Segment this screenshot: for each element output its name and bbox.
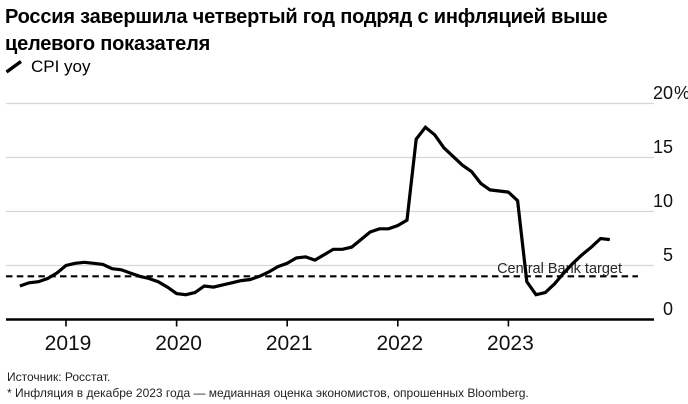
cpi-line xyxy=(19,125,610,297)
y-axis-label: 20 xyxy=(653,83,673,103)
y-axis-label: 0 xyxy=(663,299,673,319)
source-note: Источник: Росстат. xyxy=(7,370,111,384)
x-axis-label: 2019 xyxy=(45,332,92,355)
x-axis-label: 2023 xyxy=(487,332,534,355)
y-axis-unit-suffix: % xyxy=(674,83,688,103)
y-axis-label: 5 xyxy=(663,245,673,265)
footnote: * Инфляция в декабре 2023 года — медианн… xyxy=(7,386,529,400)
legend-label: CPI yoy xyxy=(31,57,91,76)
y-axis-label: 15 xyxy=(653,137,673,157)
x-axis-label: 2021 xyxy=(266,332,313,355)
y-axis-label: 10 xyxy=(653,191,673,211)
x-axis-label: 2022 xyxy=(376,332,423,355)
x-axis-label: 2020 xyxy=(155,332,202,355)
chart-title-line-1: Россия завершила четвертый год подряд с … xyxy=(5,6,608,28)
cpi-chart: 0 5 10 15 20% Central Bank target 2019 2020 2021… xyxy=(6,83,688,355)
legend: CPI yoy xyxy=(5,57,91,76)
footer: Источник: Росстат. * Инфляция в декабре … xyxy=(7,369,529,401)
chart-title-line-2: целевого показателя xyxy=(5,33,211,55)
chart-title: Россия завершила четвертый год подряд с … xyxy=(5,4,608,58)
central-bank-target-label: Central Bank target xyxy=(497,261,622,277)
line-series-icon xyxy=(5,60,22,74)
